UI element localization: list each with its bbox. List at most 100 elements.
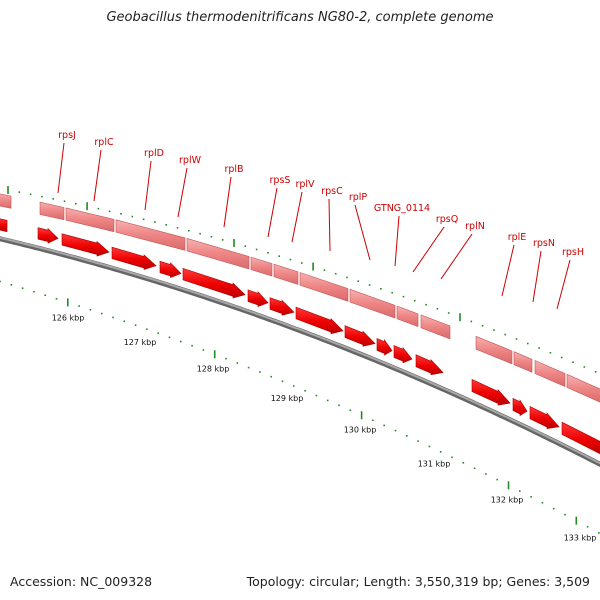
bottom-tick-minor [123,320,126,323]
accession-text: Accession: NC_009328 [10,574,153,589]
gene-block [273,263,299,285]
top-tick-minor [425,303,427,306]
top-tick-minor [301,262,303,264]
kbp-label: 132 kbp [491,496,524,505]
gene-label: rplD [144,148,164,159]
top-tick-minor [120,213,122,215]
bottom-tick-minor [485,473,487,475]
cds-arrow [37,227,59,244]
top-tick-minor [538,347,540,349]
gene-block [250,256,273,277]
bottom-tick-minor [519,490,521,492]
cds-arrow [561,421,600,455]
top-tick-minor [244,245,247,248]
top-tick-minor [97,207,100,210]
cds-arrow [376,338,393,356]
cds-arrow [344,325,376,347]
kbp-label-layer: 126 kbp 127 kbp 128 kbp 129 kbp 130 kbp 131 k… [52,313,597,542]
topology-text: Topology: circular; Length: 3,550,319 bp… [246,574,590,589]
top-tick-minor [504,333,506,336]
cds-arrow [471,378,511,406]
top-tick-minor [142,218,145,221]
gene-label: rplP [349,192,368,203]
top-tick-minor [402,295,405,298]
gene-label: rplB [224,164,243,175]
bottom-tick-minor [338,404,340,407]
gene-label: rplN [465,221,485,232]
bottom-tick-minor [100,312,103,315]
gene-label: rpsC [321,186,343,197]
gene-label: rplE [508,232,527,243]
bottom-tick-minor [89,308,92,311]
top-tick-minor [108,210,111,213]
gene-leader-line [440,233,473,280]
top-tick-minor [515,338,518,340]
cds-arrow [61,233,110,257]
gene-label: rpsH [562,247,584,258]
cds-arrow [111,246,157,270]
gene-block [115,219,186,251]
gene-leader-line [223,176,232,228]
gene-label: rplC [94,137,114,148]
bottom-tick-minor [180,340,182,343]
gene-block [566,373,600,403]
top-tick-minor [560,356,563,359]
bottom-tick-minor [33,290,35,293]
bottom-tick-minor [451,456,453,459]
bottom-tick-minor [10,284,13,286]
top-tick-minor [380,288,382,290]
cds-arrow [247,289,269,308]
top-tick-minor [527,342,529,345]
bottom-tick-minor [304,389,306,392]
top-tick-minor [267,251,269,254]
bottom-tick-minor [394,429,397,432]
bottom-tick-minor [146,328,148,331]
top-tick-minor [75,202,77,205]
feature-layer [0,193,600,455]
cds-arrow [529,406,560,430]
gene-label: rpsJ [58,130,76,141]
top-tick-minor [323,269,326,271]
bottom-tick-minor [372,419,374,422]
kbp-label: 128 kbp [197,365,230,374]
bottom-tick-minor [134,324,137,327]
cds-arrow [393,345,413,364]
bottom-tick-minor [78,305,80,307]
gene-label-layer: rpsJ rplC rplD rplW rplB rpsS rplV rpsC rplP GTNG… [57,130,584,310]
top-tick-minor [52,198,54,200]
bottom-tick-minor [564,513,566,516]
gene-leader-line [291,191,303,243]
top-tick-minor [63,200,66,203]
gene-label: rpsS [270,175,291,186]
bottom-tick-minor [406,435,408,437]
top-tick-minor [188,229,190,232]
kbp-label: 130 kbp [344,426,377,435]
kbp-label: 126 kbp [52,313,85,322]
cds-arrow [415,354,444,376]
gene-leader-line [267,187,278,238]
gene-block [0,193,12,209]
gene-block [420,314,451,340]
tick-row-bottom [0,280,600,534]
bottom-tick-minor [191,344,193,347]
gene-block [65,207,115,233]
bottom-tick-minor [383,424,385,427]
gene-label: rpsN [533,238,555,249]
bottom-tick-minor [349,409,352,412]
bottom-tick-minor [236,362,239,364]
bottom-tick-minor [428,445,431,448]
gene-block [349,288,396,319]
backbone-layer [0,236,600,468]
gene-leader-line [354,204,371,261]
cds-arrow [512,397,528,417]
top-tick-minor [210,235,213,238]
bottom-tick-minor [541,501,544,504]
top-tick-minor [391,291,393,294]
cds-arrow [295,306,344,335]
top-tick-minor [278,255,280,257]
gene-label: rpsQ [436,214,458,225]
kbp-label: 129 kbp [271,394,304,403]
top-tick-minor [29,193,32,196]
top-tick-minor [221,239,224,241]
gene-label: rplW [179,155,202,166]
